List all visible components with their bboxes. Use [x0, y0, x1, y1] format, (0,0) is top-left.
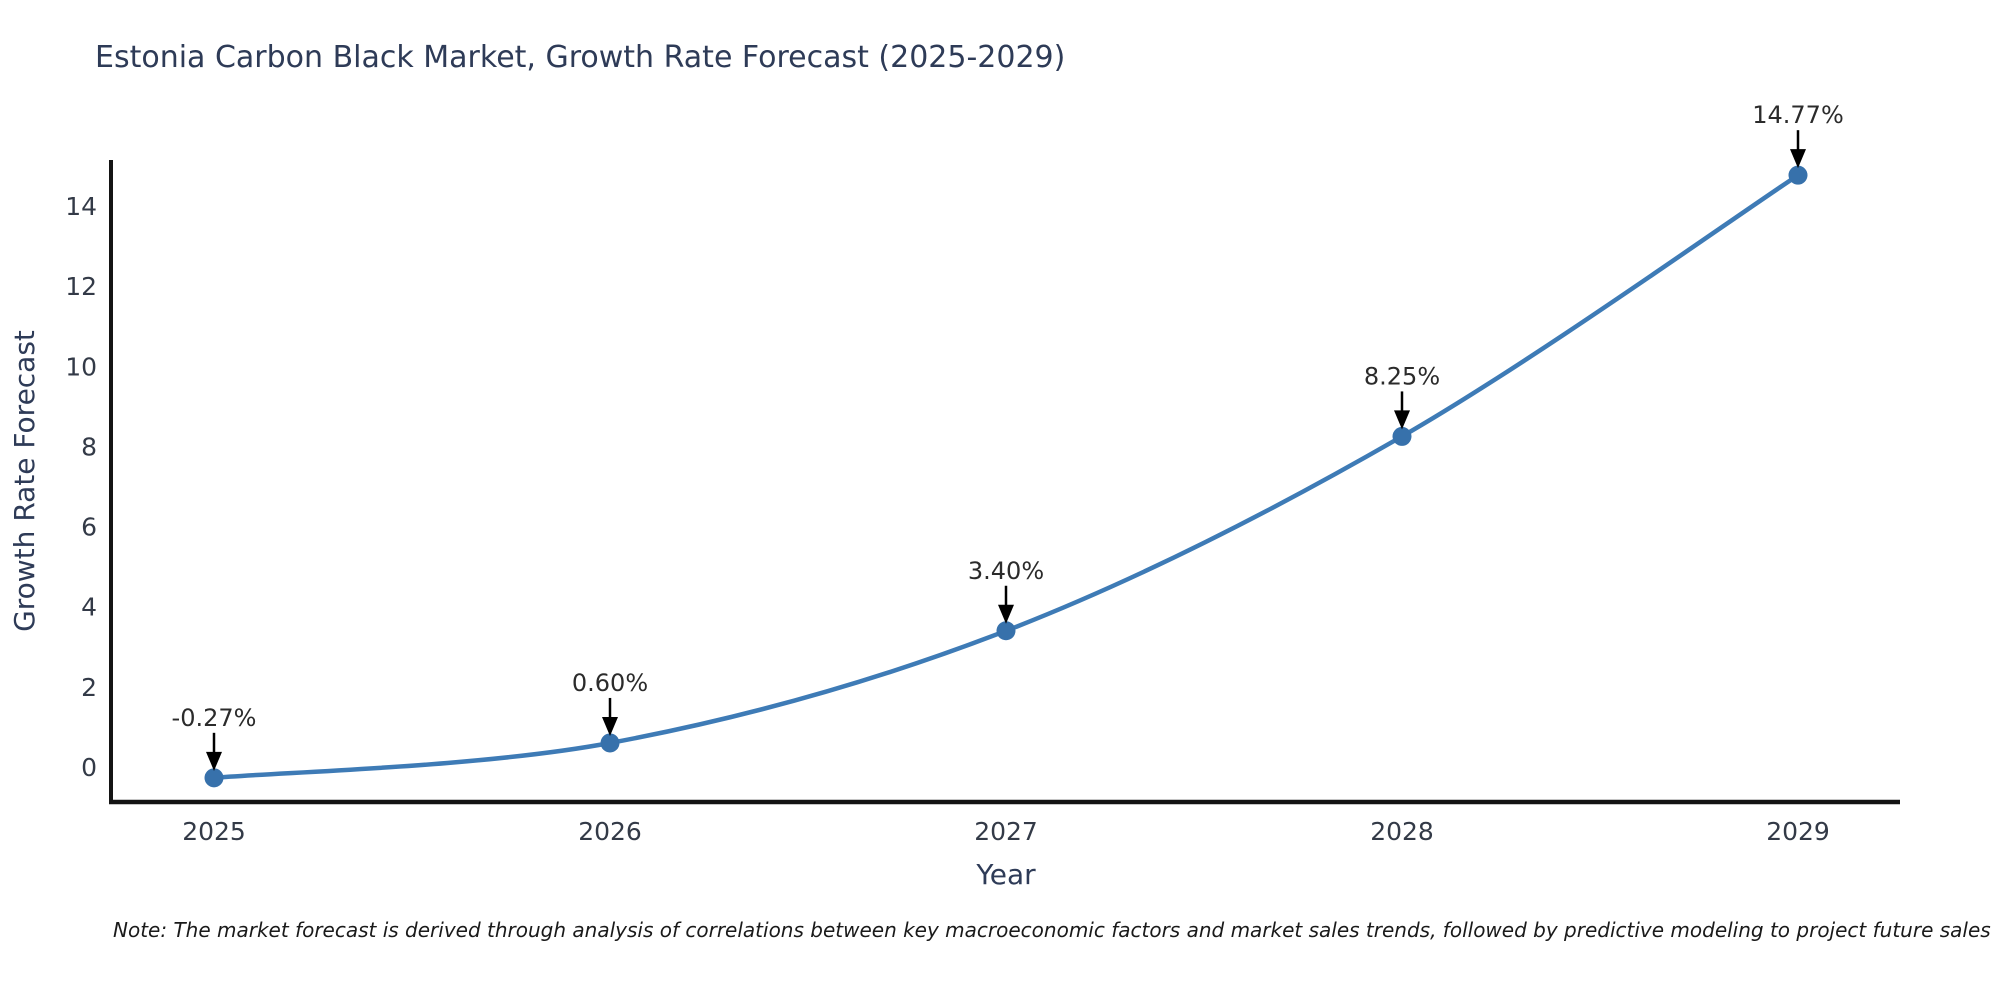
y-tick-label: 10 — [65, 352, 97, 381]
data-point-label: -0.27% — [172, 704, 257, 732]
data-point-marker[interactable] — [600, 733, 620, 753]
annotation-arrow-head — [1790, 149, 1806, 169]
annotation-arrow-head — [998, 604, 1014, 624]
y-tick-label: 12 — [65, 272, 97, 301]
y-tick-label: 6 — [81, 513, 97, 542]
x-axis-title: Year — [975, 858, 1036, 891]
data-point-label: 14.77% — [1752, 101, 1844, 129]
chart-title: Estonia Carbon Black Market, Growth Rate… — [95, 40, 1066, 75]
data-point-label: 3.40% — [968, 557, 1044, 585]
annotation-arrow-head — [602, 716, 618, 736]
data-point-marker[interactable] — [1788, 165, 1808, 185]
annotation-arrow-head — [1394, 410, 1410, 430]
y-tick-label: 2 — [81, 673, 97, 702]
y-tick-label: 8 — [81, 432, 97, 461]
x-tick-label: 2029 — [1766, 817, 1830, 846]
chart-footnote: Note: The market forecast is derived thr… — [113, 918, 1991, 942]
y-axis-title: Growth Rate Forecast — [8, 330, 41, 632]
data-point-marker[interactable] — [996, 621, 1016, 641]
x-tick-label: 2028 — [1370, 817, 1434, 846]
y-tick-label: 0 — [81, 753, 97, 782]
x-tick-label: 2026 — [578, 817, 642, 846]
forecast-line — [211, 172, 1801, 781]
annotation-arrow-head — [206, 751, 222, 771]
data-point-marker[interactable] — [204, 768, 224, 788]
y-tick-label: 4 — [81, 593, 97, 622]
data-point-marker[interactable] — [1392, 426, 1412, 446]
x-tick-label: 2027 — [974, 817, 1038, 846]
x-tick-label: 2025 — [182, 817, 246, 846]
y-tick-label: 14 — [65, 192, 97, 221]
data-point-label: 8.25% — [1364, 362, 1440, 390]
data-point-label: 0.60% — [572, 669, 648, 697]
